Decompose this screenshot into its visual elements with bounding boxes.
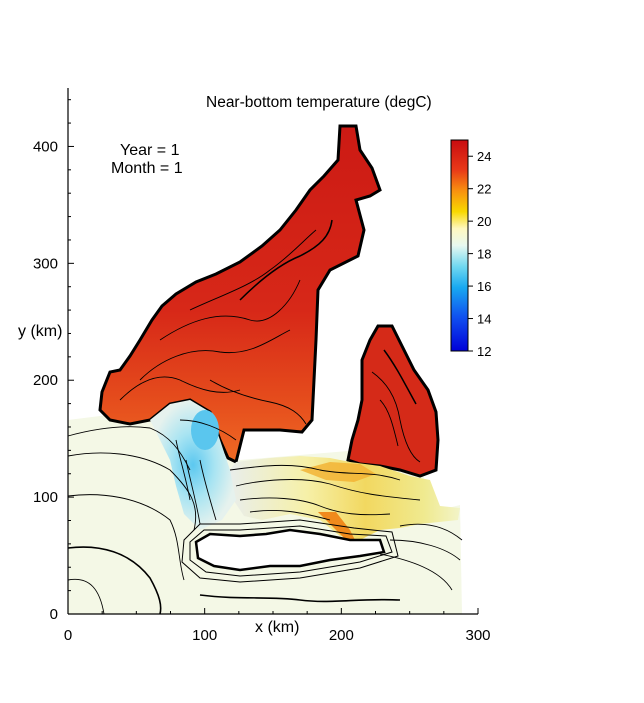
eastern-bay — [346, 324, 440, 478]
colorbar-tick-label: 16 — [477, 279, 491, 294]
x-axis-label: x (km) — [255, 619, 300, 636]
month-label: Month = 1 — [111, 160, 183, 177]
y-axis-ticks: 0 100 200 300 400 — [33, 99, 74, 623]
contour-lines — [67, 219, 463, 615]
y-tick-label: 200 — [33, 372, 58, 389]
x-tick-label: 300 — [465, 627, 490, 644]
year-label: Year = 1 — [120, 142, 180, 159]
x-tick-label: 0 — [64, 627, 72, 644]
x-axis-ticks: 0 100 200 300 — [64, 608, 491, 644]
y-tick-label: 100 — [33, 489, 58, 506]
colorbar-ticks: 24 22 20 18 16 14 12 — [468, 149, 491, 359]
y-tick-label: 400 — [33, 138, 58, 155]
colorbar-tick-label: 24 — [477, 149, 491, 164]
colorbar-tick-label: 20 — [477, 214, 491, 229]
cold-pool — [150, 400, 236, 530]
map-title: Near-bottom temperature (degC) — [206, 94, 432, 111]
y-axis-label: y (km) — [18, 323, 63, 340]
colorbar-tick-label: 18 — [477, 247, 491, 262]
southern-island — [194, 528, 386, 572]
colorbar-tick-label: 12 — [477, 344, 491, 359]
x-tick-label: 100 — [192, 627, 217, 644]
colorbar — [450, 139, 469, 352]
x-tick-label: 200 — [329, 627, 354, 644]
island-coast-lines — [181, 519, 399, 583]
colorbar-tick-label: 14 — [477, 312, 491, 327]
colorbar-tick-label: 22 — [477, 182, 491, 197]
y-tick-label: 300 — [33, 255, 58, 272]
y-tick-label: 0 — [50, 606, 58, 623]
